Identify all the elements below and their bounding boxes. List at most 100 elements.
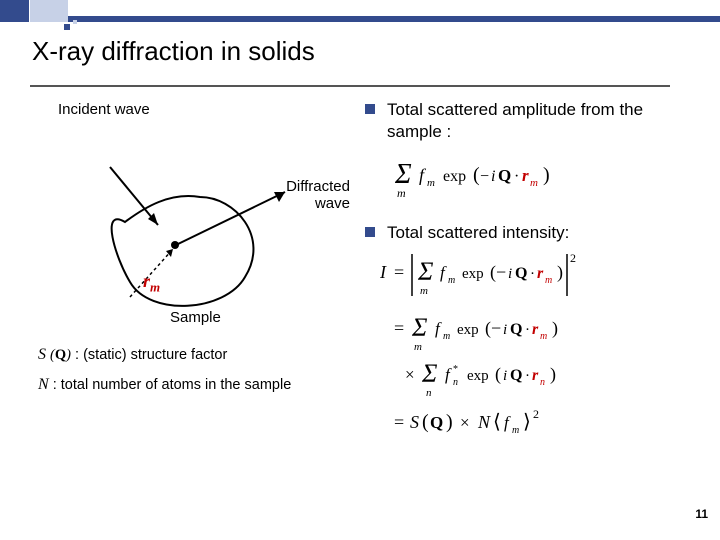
svg-text:Σ: Σ bbox=[421, 359, 438, 388]
sq-text: : (static) structure factor bbox=[75, 347, 227, 363]
svg-text:=: = bbox=[394, 318, 404, 338]
sample-outline bbox=[112, 196, 254, 306]
bullet-intensity: Total scattered intensity: bbox=[365, 222, 695, 244]
decor-square bbox=[73, 20, 77, 24]
n-var: N bbox=[38, 376, 49, 393]
svg-text:=: = bbox=[394, 412, 404, 432]
content-area: Incident wave Diffracted wave rm Sample … bbox=[0, 87, 720, 527]
svg-text:·: · bbox=[530, 266, 535, 282]
bullet-icon bbox=[365, 227, 375, 237]
svg-text:Q: Q bbox=[510, 367, 522, 384]
n-text: : total number of atoms in the sample bbox=[53, 377, 292, 393]
svg-text:N: N bbox=[477, 412, 491, 432]
svg-text:−: − bbox=[480, 168, 489, 185]
svg-text:n: n bbox=[453, 377, 458, 388]
svg-text:S: S bbox=[410, 412, 419, 432]
svg-text:): ) bbox=[446, 411, 453, 433]
svg-text:(: ( bbox=[422, 411, 429, 433]
svg-text:m: m bbox=[397, 186, 406, 200]
svg-text:m: m bbox=[443, 331, 450, 342]
sample-label: Sample bbox=[170, 309, 221, 326]
svg-text:(: ( bbox=[495, 364, 501, 385]
bullet-amplitude-text: Total scattered amplitude from the sampl… bbox=[387, 99, 695, 143]
svg-text:): ) bbox=[550, 364, 556, 385]
svg-text:·: · bbox=[525, 322, 530, 338]
svg-text:exp: exp bbox=[443, 168, 466, 185]
svg-text:·: · bbox=[514, 168, 519, 185]
page-title: X-ray diffraction in solids bbox=[32, 36, 720, 67]
svg-text:f: f bbox=[440, 263, 447, 282]
svg-text:f: f bbox=[445, 365, 452, 384]
bullet-amplitude: Total scattered amplitude from the sampl… bbox=[365, 99, 695, 143]
sq-arg: (Q) bbox=[50, 347, 71, 363]
svg-text:×: × bbox=[405, 365, 415, 384]
svg-text:r: r bbox=[532, 321, 539, 338]
svg-text:Q: Q bbox=[498, 166, 511, 185]
header-block-light bbox=[30, 0, 68, 22]
header-underline bbox=[68, 0, 720, 22]
svg-text:m: m bbox=[512, 425, 519, 436]
diffraction-diagram bbox=[70, 137, 360, 337]
svg-text:r: r bbox=[532, 367, 539, 384]
formula-amplitude: Σ m f m exp ( − i Q · r m ) bbox=[395, 153, 605, 201]
svg-text:m: m bbox=[540, 331, 547, 342]
svg-text:×: × bbox=[460, 413, 470, 432]
svg-text:m: m bbox=[530, 177, 538, 189]
svg-text:m: m bbox=[545, 275, 552, 286]
svg-text:⟨: ⟨ bbox=[493, 411, 501, 433]
svg-text:): ) bbox=[543, 164, 550, 186]
svg-text:(: ( bbox=[473, 164, 480, 186]
bullet-intensity-text: Total scattered intensity: bbox=[387, 222, 569, 244]
svg-text:=: = bbox=[394, 262, 404, 282]
page-number: 11 bbox=[695, 507, 708, 521]
svg-text:⟩: ⟩ bbox=[523, 411, 531, 433]
svg-text:m: m bbox=[448, 275, 455, 286]
svg-text:(−: (− bbox=[485, 318, 501, 339]
svg-text:2: 2 bbox=[570, 251, 576, 265]
svg-text:2: 2 bbox=[533, 407, 539, 421]
svg-text:f: f bbox=[419, 165, 427, 185]
svg-text:i: i bbox=[491, 168, 495, 185]
rm-label: rm bbox=[143, 271, 160, 296]
svg-text:Q: Q bbox=[430, 413, 443, 432]
svg-text:·: · bbox=[525, 368, 530, 384]
svg-text:): ) bbox=[557, 262, 563, 283]
svg-text:Q: Q bbox=[515, 265, 527, 282]
svg-text:n: n bbox=[426, 387, 432, 399]
svg-text:exp: exp bbox=[457, 322, 479, 338]
atom-point bbox=[171, 241, 179, 249]
svg-text:Σ: Σ bbox=[411, 313, 428, 342]
svg-text:i: i bbox=[503, 368, 507, 384]
svg-text:n: n bbox=[540, 377, 545, 388]
svg-text:m: m bbox=[414, 341, 422, 353]
decor-square bbox=[64, 24, 70, 30]
header-bar bbox=[0, 0, 720, 22]
svg-text:exp: exp bbox=[467, 368, 489, 384]
svg-text:r: r bbox=[522, 166, 529, 185]
svg-text:(−: (− bbox=[490, 262, 506, 283]
svg-text:m: m bbox=[427, 177, 435, 189]
sq-var: S bbox=[38, 346, 46, 363]
diffracted-wave-label: Diffracted wave bbox=[258, 179, 350, 212]
svg-text:exp: exp bbox=[462, 266, 484, 282]
svg-text:I: I bbox=[380, 262, 387, 282]
svg-text:*: * bbox=[453, 364, 458, 375]
svg-text:m: m bbox=[420, 285, 428, 297]
header-block-dark bbox=[0, 0, 30, 22]
bullet-icon bbox=[365, 104, 375, 114]
svg-text:f: f bbox=[504, 413, 511, 432]
formula-intensity: I = Σ m f m exp (− i Q · r m ) 2 = Σ m f… bbox=[380, 250, 700, 470]
left-column: Incident wave Diffracted wave rm Sample bbox=[40, 101, 350, 118]
rm-sub: m bbox=[150, 280, 160, 295]
incident-wave-label: Incident wave bbox=[58, 101, 350, 118]
svg-text:i: i bbox=[508, 266, 512, 282]
definitions: S (Q) : (static) structure factor N : to… bbox=[38, 343, 338, 397]
svg-text:Σ: Σ bbox=[417, 257, 434, 286]
def-structure-factor: S (Q) : (static) structure factor bbox=[38, 343, 338, 367]
rm-text: r bbox=[143, 271, 150, 291]
def-n: N : total number of atoms in the sample bbox=[38, 373, 338, 397]
svg-text:r: r bbox=[537, 265, 544, 282]
svg-text:i: i bbox=[503, 322, 507, 338]
svg-text:): ) bbox=[552, 318, 558, 339]
svg-text:Q: Q bbox=[510, 321, 522, 338]
